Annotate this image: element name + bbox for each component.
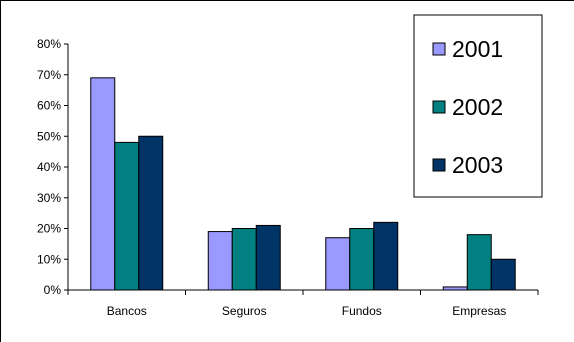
y-tick-label: 40% <box>37 160 61 174</box>
legend-swatch-2003 <box>432 158 446 172</box>
bar-2003-fundos <box>373 221 399 291</box>
bar-2002-empresas <box>466 234 492 291</box>
y-tick-label: 60% <box>37 99 61 113</box>
legend-label-2003: 2003 <box>452 152 503 178</box>
y-tick-label: 30% <box>37 191 61 205</box>
bar-2002-fundos <box>349 228 375 291</box>
legend: 2001 2002 2003 <box>413 14 543 198</box>
bar-2003-empresas <box>490 258 516 291</box>
bar-2001-empresas <box>442 286 468 291</box>
bar-2001-fundos <box>325 237 351 291</box>
bar-2002-bancos <box>114 141 140 291</box>
bar-2002-seguros <box>231 228 257 291</box>
x-tick-label: Fundos <box>342 304 382 318</box>
legend-swatch-2002 <box>432 100 446 114</box>
legend-label-2002: 2002 <box>452 94 503 120</box>
legend-swatch-2001 <box>432 42 446 56</box>
y-tick-label: 70% <box>37 68 61 82</box>
legend-label-2001: 2001 <box>452 36 503 62</box>
bar-2003-bancos <box>138 135 164 291</box>
bar-2001-seguros <box>207 231 233 291</box>
bars <box>90 77 516 291</box>
y-tick-label: 0% <box>44 283 62 297</box>
y-tick-label: 10% <box>37 252 61 266</box>
y-tick-label: 20% <box>37 222 61 236</box>
bar-2001-bancos <box>90 77 116 291</box>
y-tick-label: 80% <box>37 37 61 51</box>
x-tick-label: Bancos <box>107 304 147 318</box>
axes: 0% 10% 20% 30% 40% 50% 60% 70% 80% Bancos Seguros F… <box>37 37 539 318</box>
x-tick-label: Seguros <box>222 304 267 318</box>
y-tick-label: 50% <box>37 129 61 143</box>
x-tick-label: Empresas <box>452 304 506 318</box>
bar-2003-seguros <box>255 224 281 291</box>
